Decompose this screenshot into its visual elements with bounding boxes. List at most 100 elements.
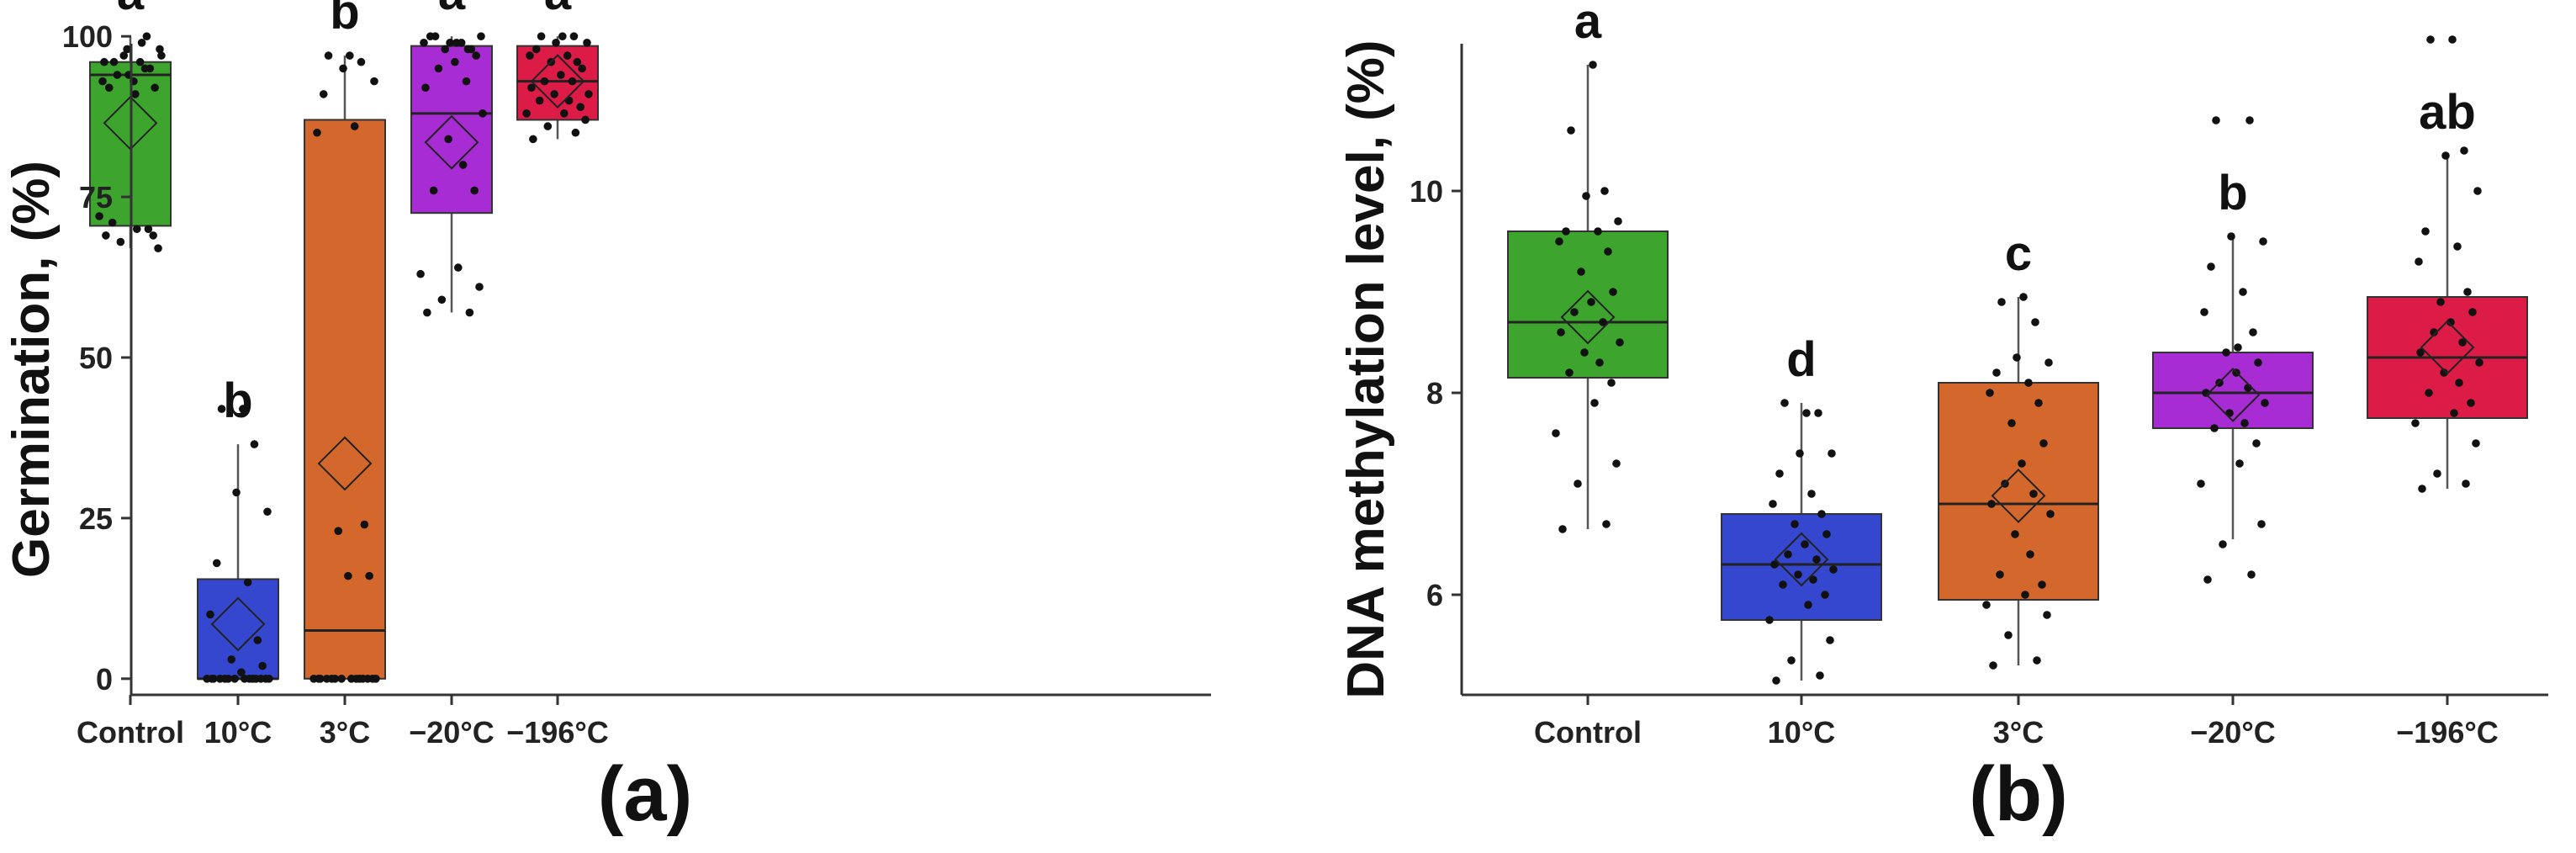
panel-a-2-data-point — [363, 675, 373, 683]
panel-a-y-axis-label: Germination, (%) — [3, 161, 61, 578]
panel-b-3-data-point — [2222, 348, 2230, 357]
panel-a-2-x-tick-label: 3°C — [320, 715, 370, 750]
panel-b-2-data-point — [2031, 318, 2039, 326]
panel-b-0-data-point — [1600, 187, 1609, 195]
panel-a-0-data-point — [135, 57, 145, 66]
panel-a-0-data-point — [156, 45, 164, 54]
panel-a-3-data-point — [458, 161, 468, 169]
panel-b-4-data-point — [2448, 35, 2457, 44]
panel-a-3-data-point — [451, 57, 459, 66]
panel-b-y-axis-label: DNA methylation level, (%) — [1337, 40, 1395, 698]
panel-a-4-data-point — [563, 51, 572, 60]
panel-b-3-data-point — [2200, 308, 2208, 316]
panel-a-0-data-point — [132, 225, 141, 234]
panel-a-1-data-point — [237, 668, 246, 676]
panel-a-4-data-point — [537, 32, 546, 40]
panel-b-1-data-point — [1802, 409, 1811, 417]
panel-a-4-data-point — [583, 39, 591, 47]
panel-a-0-data-point — [100, 57, 108, 66]
panel-a-1-data-point — [206, 610, 214, 619]
panel-b-2-data-point — [2029, 490, 2038, 498]
panel-a-0-data-point — [144, 225, 153, 234]
panel-b-0-x-tick-label: Control — [1534, 715, 1642, 750]
panel-b-3-box — [2152, 352, 2314, 429]
panel-a-3-data-point — [452, 39, 461, 47]
panel-b-0-data-point — [1609, 288, 1617, 296]
panel-a-1-data-point — [253, 636, 262, 644]
panel-b-4-data-point — [2455, 379, 2463, 387]
panel-b-2-x-tick-label: 3°C — [1993, 715, 2044, 750]
panel-b-3-data-point — [2239, 288, 2247, 296]
panel-a-0-data-point — [109, 57, 119, 66]
panel-b-y-tick-label: 10 — [1410, 174, 1443, 209]
panel-b-2-data-point — [1992, 368, 2001, 377]
panel-b-2-data-point — [1982, 601, 1991, 609]
panel-a-1-data-point — [212, 559, 221, 568]
panel-b-0-significance-letter: a — [1574, 0, 1602, 49]
panel-b-0-data-point — [1589, 61, 1597, 69]
panel-a-4-data-point — [558, 32, 567, 40]
panel-b-4-data-point — [2462, 479, 2470, 488]
panel-b-0-data-point — [1604, 247, 1612, 256]
panel-a-2-data-point — [370, 77, 378, 86]
panel-a-3-data-point — [446, 39, 454, 47]
panel-b-3-data-point — [2254, 358, 2262, 367]
panel-a-1-box — [197, 578, 279, 680]
panel-b-0-data-point — [1558, 525, 1567, 533]
panel-b-0-data-point — [1567, 126, 1575, 135]
panel-a-4-data-point — [535, 96, 544, 105]
panel-b-0-data-point — [1565, 368, 1574, 377]
panel-a-3-x-tick-label: −20°C — [409, 715, 494, 750]
panel-b-1-significance-letter: d — [1786, 332, 1816, 387]
panel-b-1-data-point — [1801, 540, 1809, 548]
panel-a-0-data-point — [95, 212, 103, 220]
panel-a-0-data-point — [149, 231, 157, 240]
panel-a-3-data-point — [470, 186, 479, 195]
panel-b-4-significance-letter: ab — [2419, 85, 2476, 140]
panel-b-1-data-point — [1780, 399, 1789, 407]
panel-b-2-significance-letter: c — [2005, 226, 2032, 281]
panel-a-label: (a) — [598, 751, 692, 837]
panel-a-0-data-point — [123, 45, 131, 54]
panel-a-0-data-point — [116, 237, 125, 246]
panel-a-2-data-point — [365, 571, 373, 580]
panel-a-2-data-point — [357, 57, 366, 66]
panel-b-3-data-point — [2207, 262, 2215, 271]
panel-b-4-data-point — [2430, 328, 2438, 336]
panel-a-3-data-point — [477, 32, 485, 40]
panel-b-1-data-point — [1779, 580, 1787, 589]
panel-b-1-data-point — [1822, 530, 1831, 538]
panel-a-2-data-point — [344, 571, 352, 580]
panel-a-0-data-point — [145, 64, 155, 73]
panel-a-3-data-point — [437, 295, 447, 305]
panel-b-0-data-point — [1590, 399, 1599, 407]
panel-a-0-data-point — [98, 77, 107, 86]
panel-b-4-mean-diamond — [2420, 320, 2475, 375]
panel-b-3-data-point — [2210, 424, 2219, 432]
panel-b-2-data-point — [2043, 611, 2051, 619]
panel-a-2-data-point — [372, 675, 380, 683]
panel-b-4-data-point — [2468, 308, 2477, 316]
panel-b-0-data-point — [1577, 268, 1585, 276]
panel-b-0-data-point — [1614, 217, 1622, 225]
panel-b-1-data-point — [1772, 676, 1780, 685]
panel-b-4-data-point — [2475, 358, 2483, 367]
panel-a-y-tick-label: 100 — [62, 19, 113, 54]
panel-a-1-data-point — [230, 675, 239, 683]
panel-b-1-data-point — [1765, 616, 1774, 624]
panel-b-0-data-point — [1602, 520, 1611, 528]
panel-b-4-x-tick-label: −196°C — [2396, 715, 2498, 750]
panel-b-label: (b) — [1969, 751, 2067, 837]
panel-b-2-data-point — [2018, 459, 2026, 468]
panel-b-2-data-point — [2024, 379, 2033, 387]
panel-a-4-data-point — [578, 64, 586, 73]
panel-a-4-significance-letter: a — [544, 0, 572, 20]
panel-a-2-data-point — [327, 675, 336, 683]
panel-b-3-data-point — [2257, 520, 2266, 528]
panel-a-0-data-point — [142, 32, 151, 40]
panel-a-4-data-point — [557, 71, 565, 79]
panel-b-1-data-point — [1794, 570, 1802, 579]
panel-a-2-data-point — [360, 520, 369, 529]
panel-b-4-data-point — [2472, 439, 2480, 448]
